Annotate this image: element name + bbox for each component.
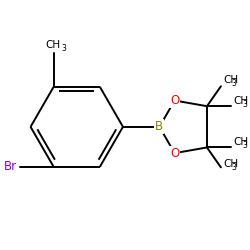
Text: O: O bbox=[170, 94, 179, 107]
Text: CH: CH bbox=[223, 75, 238, 85]
Text: CH: CH bbox=[234, 138, 249, 147]
Text: Br: Br bbox=[4, 160, 17, 173]
Text: CH: CH bbox=[223, 158, 238, 168]
Text: CH: CH bbox=[234, 96, 249, 106]
Text: 3: 3 bbox=[242, 100, 247, 109]
Text: O: O bbox=[170, 147, 179, 160]
Text: 3: 3 bbox=[232, 79, 236, 88]
Text: B: B bbox=[155, 120, 164, 133]
Text: 3: 3 bbox=[61, 44, 66, 53]
Text: 3: 3 bbox=[232, 162, 236, 172]
Text: 3: 3 bbox=[242, 142, 247, 150]
Text: CH: CH bbox=[45, 40, 60, 50]
